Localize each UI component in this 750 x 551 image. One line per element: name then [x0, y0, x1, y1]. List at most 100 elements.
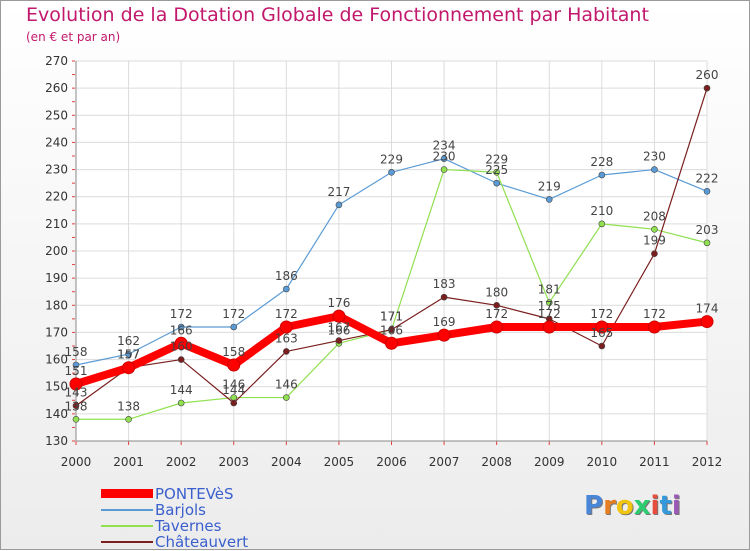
data-point: [230, 399, 238, 407]
legend-label: Châteauvert: [155, 533, 249, 551]
data-label: 163: [275, 331, 298, 345]
data-label: 138: [117, 399, 140, 413]
data-label: 229: [380, 152, 403, 166]
data-label: 180: [485, 285, 508, 299]
data-point: [388, 168, 395, 176]
y-tick-label: 170: [45, 325, 68, 339]
data-label: 172: [485, 307, 508, 321]
data-point: [440, 293, 448, 301]
y-tick-label: 220: [45, 190, 68, 204]
data-point: [598, 220, 606, 228]
legend-label: PONTEVèS: [155, 485, 234, 503]
data-label: 138: [65, 399, 88, 413]
data-label: 210: [590, 204, 613, 218]
data-label: 172: [222, 307, 245, 321]
y-tick-label: 210: [45, 217, 68, 231]
y-tick-label: 240: [45, 135, 68, 149]
data-point: [332, 309, 346, 323]
data-label: 183: [433, 277, 456, 291]
data-label: 165: [590, 326, 613, 340]
data-label: 146: [222, 378, 245, 392]
data-point: [700, 315, 714, 329]
data-label: 181: [538, 283, 561, 297]
data-label: 172: [643, 307, 666, 321]
x-tick-label: 2011: [639, 455, 670, 469]
data-label: 175: [538, 299, 561, 313]
legend-swatch: [101, 541, 153, 543]
data-point: [335, 337, 343, 344]
data-label: 228: [590, 155, 613, 169]
y-tick-label: 230: [45, 163, 68, 177]
x-tick-label: 2001: [113, 455, 144, 469]
data-point: [230, 323, 238, 331]
data-label: 171: [380, 310, 403, 324]
y-tick-label: 200: [45, 244, 68, 258]
data-label: 234: [433, 139, 456, 153]
data-point: [545, 299, 553, 306]
data-label: 260: [696, 68, 719, 82]
legend-swatch: [101, 509, 153, 511]
y-tick-label: 130: [45, 434, 68, 448]
data-label: 143: [65, 386, 88, 400]
data-label: 144: [170, 383, 193, 397]
data-label: 203: [696, 223, 719, 237]
legend-swatch: [101, 489, 153, 498]
data-point: [72, 361, 80, 369]
data-point: [283, 394, 290, 401]
data-label: 174: [696, 302, 719, 316]
data-point: [595, 320, 609, 334]
data-label: 160: [170, 340, 193, 354]
data-label: 219: [538, 179, 561, 193]
x-tick-label: 2007: [429, 455, 460, 469]
data-label: 186: [275, 269, 298, 283]
data-label: 172: [275, 307, 298, 321]
data-label: 172: [538, 307, 561, 321]
data-point: [542, 320, 556, 334]
data-label: 230: [433, 150, 456, 164]
data-point: [279, 320, 293, 334]
data-point: [283, 285, 290, 293]
data-point: [440, 155, 448, 163]
data-point: [493, 301, 500, 309]
legend-label: Tavernes: [155, 517, 222, 535]
logo-letter: o: [615, 491, 634, 521]
data-point: [335, 201, 343, 209]
data-label: 158: [222, 345, 245, 359]
data-point: [125, 415, 132, 423]
logo-letter: i: [650, 491, 660, 521]
chart-subtitle: (en € et par an): [26, 30, 121, 44]
data-label: 171: [380, 310, 403, 324]
data-label: 172: [590, 307, 613, 321]
data-point: [177, 399, 185, 407]
x-tick-label: 2006: [376, 455, 407, 469]
data-point: [385, 336, 398, 350]
x-tick-label: 2008: [481, 455, 512, 469]
data-point: [703, 84, 711, 92]
data-point: [490, 320, 504, 334]
data-label: 199: [643, 234, 666, 248]
data-point: [69, 377, 83, 391]
data-point: [72, 415, 80, 423]
data-point: [122, 361, 136, 375]
y-tick-label: 260: [45, 81, 68, 95]
data-point: [72, 402, 80, 410]
y-tick-label: 250: [45, 108, 68, 122]
data-point: [440, 166, 448, 173]
data-label: 229: [485, 152, 508, 166]
data-point: [125, 350, 132, 358]
data-point: [283, 348, 290, 355]
data-point: [598, 171, 606, 179]
data-label: 230: [643, 150, 666, 164]
data-point: [651, 250, 658, 258]
x-tick-label: 2012: [692, 455, 723, 469]
data-point: [647, 320, 661, 334]
data-point: [437, 328, 451, 342]
data-label: 169: [433, 315, 456, 329]
data-point: [493, 168, 500, 176]
data-label: 208: [643, 209, 666, 223]
data-label: 166: [380, 323, 403, 337]
data-label: 172: [170, 307, 193, 321]
data-point: [703, 187, 711, 195]
data-label: 222: [696, 171, 719, 185]
